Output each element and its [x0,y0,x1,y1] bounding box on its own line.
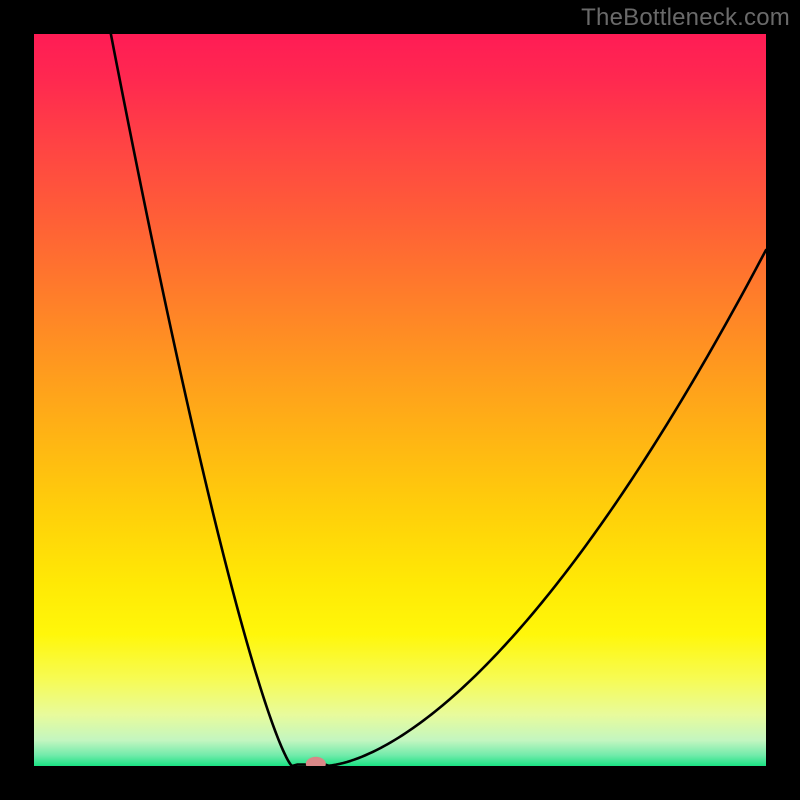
chart-container: TheBottleneck.com [0,0,800,800]
bottleneck-curve-chart [34,34,766,766]
watermark-text: TheBottleneck.com [581,4,790,32]
gradient-background [34,34,766,766]
plot-frame [34,34,766,766]
